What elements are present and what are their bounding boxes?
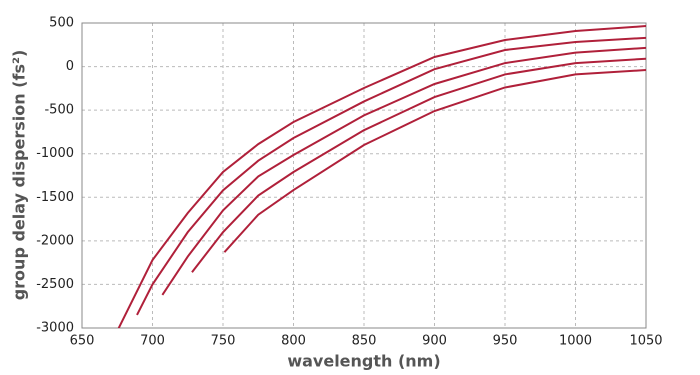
y-tick-label: -2000 — [36, 233, 74, 248]
y-tick-label: -2500 — [36, 277, 74, 292]
x-tick-label: 950 — [493, 334, 518, 349]
x-tick-label: 750 — [211, 334, 236, 349]
y-tick-label: -1500 — [36, 190, 74, 205]
x-tick-label: 850 — [352, 334, 377, 349]
data-line — [136, 36, 646, 316]
x-tick-label: 700 — [140, 334, 165, 349]
x-tick-label: 800 — [281, 334, 306, 349]
y-tick-label: 0 — [66, 59, 74, 74]
y-tick-label: -1000 — [36, 146, 74, 161]
data-line — [191, 57, 646, 273]
data-line — [161, 46, 646, 296]
plot-frame — [81, 22, 647, 329]
x-tick-label: 650 — [70, 334, 95, 349]
y-tick-label: -500 — [44, 103, 74, 118]
y-tick-label: 500 — [49, 16, 74, 31]
y-tick-label: -3000 — [36, 321, 74, 336]
data-line — [223, 69, 646, 253]
x-tick-label: 1000 — [559, 334, 592, 349]
x-axis-title: wavelength (nm) — [287, 352, 440, 371]
x-tick-label: 1050 — [629, 334, 662, 349]
y-axis-title: group delay dispersion (fs²) — [10, 50, 29, 301]
data-line — [117, 25, 646, 328]
x-tick-label: 900 — [422, 334, 447, 349]
